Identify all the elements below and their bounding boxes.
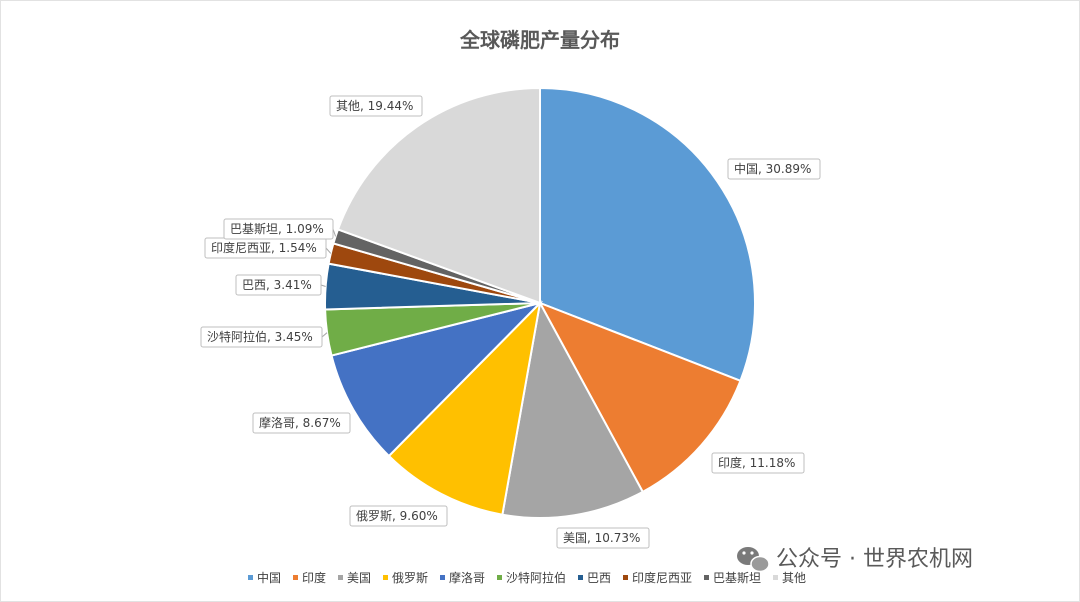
leader-line-6 [320,284,326,287]
pie-slice-3 [387,300,542,516]
watermark-text: 公众号 · 世界农机网 [776,547,973,572]
data-label-box-2 [556,527,650,549]
data-label-3: 俄罗斯, 9.60% [356,509,438,523]
legend-item-3: 俄罗斯 [383,571,428,585]
data-label-box-0 [727,158,821,180]
leader-line-7 [325,247,332,254]
legend-label-5: 沙特阿拉伯 [506,570,566,585]
legend-label-1: 印度 [302,570,326,585]
data-label-6: 巴西, 3.41% [242,278,312,292]
legend-label-9: 其他 [782,571,806,585]
data-label-4: 摩洛哥, 8.67% [259,415,341,430]
legend-swatch-5 [497,575,502,580]
legend-swatch-2 [338,575,343,580]
legend-label-7: 印度尼西亚 [632,570,692,585]
legend-item-2: 美国 [338,571,371,585]
data-label-0: 中国, 30.89% [734,161,811,176]
legend: 中国 印度 美国 俄罗斯 摩洛哥 沙特阿拉伯 巴西 印度尼西亚 巴基斯坦 其他 [248,570,806,585]
data-label-box-8 [223,218,334,240]
pie-slice-1 [537,301,742,494]
data-label-box-1 [711,452,805,474]
legend-swatch-0 [248,575,253,580]
legend-swatch-3 [383,575,388,580]
legend-swatch-8 [704,575,709,580]
legend-item-8: 巴基斯坦 [704,571,761,585]
data-label-9: 其他, 19.44% [336,99,413,113]
legend-label-3: 俄罗斯 [392,571,428,585]
legend-swatch-4 [440,575,445,580]
legend-item-5: 沙特阿拉伯 [497,570,566,585]
data-label-5: 沙特阿拉伯, 3.45% [207,329,313,344]
legend-swatch-6 [578,575,583,580]
legend-item-9: 其他 [773,571,806,585]
pie-slice-4 [330,301,544,458]
data-label-7: 印度尼西亚, 1.54% [211,240,317,255]
pie-slice-9 [336,86,541,305]
legend-swatch-9 [773,575,778,580]
wechat-icon [737,547,770,573]
legend-item-1: 印度 [293,570,326,585]
legend-item-6: 巴西 [578,571,611,585]
pie-slice-2 [501,300,645,519]
pie-slice-0 [539,86,756,383]
legend-swatch-1 [293,575,298,580]
legend-label-6: 巴西 [587,571,611,585]
legend-label-8: 巴基斯坦 [713,571,761,585]
data-labels: 中国, 30.89% 印度, 11.18% 美国, 10.73% 俄罗斯, 9.60%… [200,95,821,549]
leader-line-5 [321,332,328,338]
data-label-box-4 [252,412,351,434]
chart-title: 全球磷肥产量分布 [459,28,620,52]
legend-label-2: 美国 [347,571,371,585]
data-label-box-9 [329,95,423,117]
data-label-box-3 [349,505,448,527]
pie-slices [324,86,756,519]
data-label-box-6 [235,274,322,296]
watermark: 公众号 · 世界农机网 [737,547,973,573]
legend-item-7: 印度尼西亚 [623,570,692,585]
data-label-1: 印度, 11.18% [718,455,795,470]
data-label-2: 美国, 10.73% [563,531,640,545]
legend-swatch-7 [623,575,628,580]
legend-label-4: 摩洛哥 [449,570,485,585]
data-label-box-5 [200,326,323,348]
legend-item-0: 中国 [248,570,281,585]
legend-label-0: 中国 [257,570,281,585]
legend-item-4: 摩洛哥 [440,570,485,585]
data-label-8: 巴基斯坦, 1.09% [230,222,324,236]
